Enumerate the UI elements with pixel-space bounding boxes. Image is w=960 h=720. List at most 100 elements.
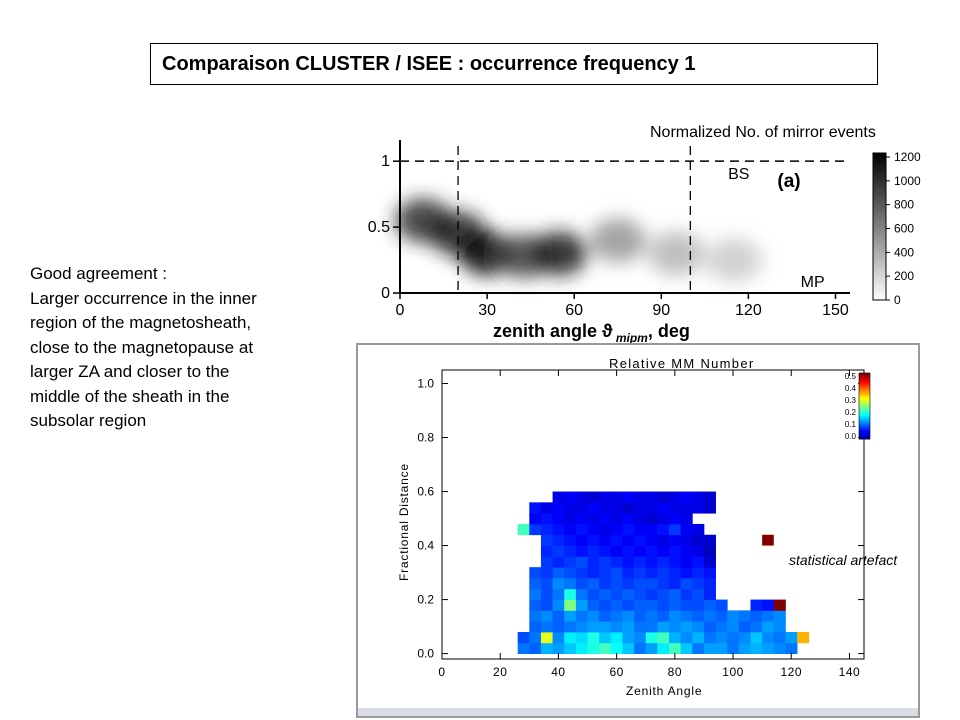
heatmap-cell — [692, 523, 705, 536]
y-tick-label: 0.0 — [417, 647, 434, 661]
colorbar-segment — [859, 373, 870, 376]
colorbar-segment — [859, 422, 870, 425]
heatmap-cell — [645, 523, 658, 536]
heatmap-cell — [657, 577, 670, 590]
panel-label: (a) — [777, 171, 800, 192]
heatmap-cell — [575, 631, 588, 644]
heatmap-cell — [692, 534, 705, 546]
heatmap-cell — [703, 491, 716, 503]
heatmap-cell — [587, 621, 600, 633]
heatmap-cell — [575, 491, 588, 503]
heatmap-cell — [517, 642, 530, 654]
colorbar — [858, 372, 871, 440]
frame-bottom-strip — [358, 708, 918, 716]
heatmap-cell — [610, 502, 623, 514]
colorbar-tick-label: 600 — [894, 222, 914, 236]
heatmap-cell — [680, 610, 693, 622]
colorbar-tick-label: 0.5 — [845, 372, 857, 381]
heatmap-cell — [599, 567, 612, 579]
density-blob — [705, 238, 762, 283]
cluster-relative-mm-chart: 0 20 40 60 80 100 120 140 0.0 0.2 0.4 0.6 0.8 1.0 Rela… — [356, 343, 920, 718]
heatmap-cell — [564, 621, 577, 633]
heatmap-cell — [634, 610, 647, 622]
y-tick-label: 1 — [381, 153, 390, 170]
heatmap-cell — [622, 610, 635, 622]
heatmap-cell — [529, 588, 542, 600]
heatmap-cell — [645, 567, 658, 579]
heatmap-cell — [540, 567, 553, 579]
y-tick-label: 0.6 — [417, 485, 434, 499]
x-tick-label: 150 — [822, 302, 849, 319]
heatmap-cell — [575, 621, 588, 633]
heatmap-cell — [622, 577, 635, 590]
heatmap-cell — [785, 631, 798, 644]
heatmap-cell — [610, 610, 623, 622]
colorbar-segment — [859, 381, 870, 384]
plot-box — [441, 369, 865, 660]
heatmap-cell — [773, 599, 786, 611]
heatmap-cell — [750, 610, 763, 622]
heatmap-cell — [669, 610, 682, 622]
heatmap-cell — [669, 513, 682, 525]
heatmap-cell — [669, 491, 682, 503]
y-tick-label: 0.2 — [417, 593, 434, 607]
heatmap-cell — [692, 621, 705, 633]
heatmap-cell — [552, 513, 565, 525]
x-tick-label: 40 — [551, 665, 565, 679]
heatmap-cell — [738, 610, 751, 622]
colorbar-segment — [859, 399, 870, 402]
heatmap-cell — [529, 642, 542, 654]
heatmap-cell — [599, 588, 612, 600]
heatmap-cell — [680, 502, 693, 514]
heatmap-cell — [645, 642, 658, 654]
heatmap-cell — [645, 502, 658, 514]
heatmap-cell — [692, 491, 705, 503]
heatmap-cell — [634, 545, 647, 557]
heatmap-cell — [599, 621, 612, 633]
heatmap-cell — [552, 491, 565, 503]
colorbar-segment — [859, 382, 870, 386]
heatmap-cell — [552, 502, 565, 514]
heatmap-cell — [517, 523, 530, 536]
description-line: middle of the sheath in the — [30, 386, 230, 406]
heatmap-cell — [692, 588, 705, 600]
heatmap-cell — [540, 513, 553, 525]
chart-title: Normalized No. of mirror events — [650, 124, 876, 141]
heatmap-cell — [610, 642, 623, 654]
heatmap-cell — [564, 545, 577, 557]
heatmap-cell — [657, 545, 670, 557]
heatmap-cell — [517, 631, 530, 644]
heatmap-cell — [669, 556, 682, 568]
heatmap-cell — [680, 545, 693, 557]
heatmap-cell — [657, 513, 670, 525]
heatmap-cell — [587, 642, 600, 654]
density-field — [395, 198, 762, 283]
heatmap-cell — [669, 523, 682, 536]
colorbar-tick-label: 0.3 — [845, 396, 857, 405]
heatmap-cell — [692, 599, 705, 611]
heatmap-cell — [552, 556, 565, 568]
heatmap-cell — [738, 642, 751, 654]
colorbar-segment — [859, 420, 870, 423]
heatmap-cell — [587, 545, 600, 557]
heatmap-cell — [657, 631, 670, 644]
heatmap-cell — [564, 610, 577, 622]
heatmap-cell — [727, 642, 740, 654]
y-tick-label: 0 — [381, 285, 390, 302]
heatmap-cell — [715, 599, 728, 611]
colorbar-segment — [859, 394, 870, 397]
heatmap-cell — [540, 599, 553, 611]
colorbar-segment — [859, 432, 870, 435]
x-tick-label: 0 — [396, 302, 405, 319]
heatmap-cell — [680, 599, 693, 611]
heatmap-cell — [634, 642, 647, 654]
heatmap-cell — [703, 545, 716, 557]
heatmap-cell — [587, 534, 600, 546]
heatmap-cell — [610, 588, 623, 600]
heatmap-cell — [680, 491, 693, 503]
heatmap-cell — [669, 621, 682, 633]
artefact-cell — [762, 534, 774, 546]
y-axis-label: Fractional Distance — [397, 463, 411, 581]
colorbar-segment — [859, 374, 870, 377]
heatmap-cell — [599, 556, 612, 568]
